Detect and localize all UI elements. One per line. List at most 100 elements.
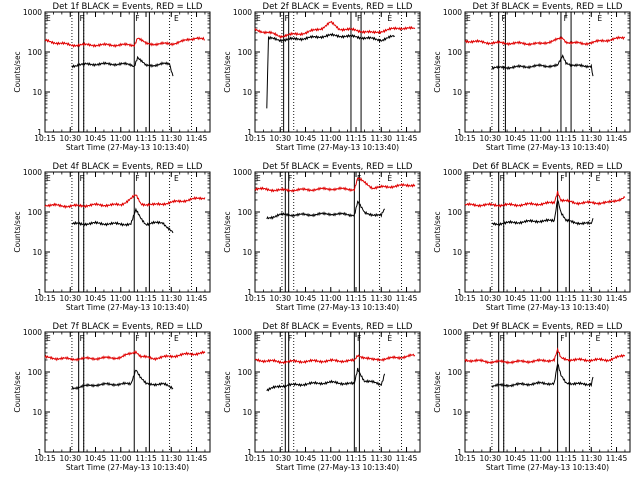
plot-frame — [464, 171, 631, 293]
y-tick-label: 100 — [448, 208, 463, 217]
detector-panel: Det 8f BLACK = Events, RED = LLD 1 10 100 10… — [223, 322, 421, 472]
x-tick-label: 11:15 — [345, 294, 367, 303]
region-label: F — [500, 334, 504, 343]
y-tick-label: 100 — [238, 368, 253, 377]
region-label: E — [466, 174, 471, 183]
panel-title: Det 4f BLACK = Events, RED = LLD — [53, 162, 203, 172]
y-tick-label: 10 — [452, 88, 462, 97]
x-tick-label: 10:30 — [269, 454, 291, 463]
detector-panel: Det 5f BLACK = Events, RED = LLD 1 10 100 10… — [223, 162, 421, 312]
x-tick-label: 11:00 — [320, 134, 342, 143]
region-label: E — [174, 334, 179, 343]
x-tick-label: 10:15 — [454, 134, 476, 143]
x-tick-label: 11:15 — [555, 454, 577, 463]
region-label: E — [256, 174, 261, 183]
x-tick-label: 11:45 — [396, 294, 418, 303]
events-series-line — [491, 54, 594, 77]
x-tick-label: 10:30 — [269, 134, 291, 143]
x-tick-label: 11:00 — [530, 454, 552, 463]
x-tick-label: 11:30 — [160, 294, 182, 303]
x-tick-label: 10:30 — [59, 294, 81, 303]
x-tick-label: 10:30 — [479, 294, 501, 303]
plot-frame — [464, 331, 631, 453]
x-tick-label: 11:30 — [370, 134, 392, 143]
x-tick-label: 11:30 — [370, 454, 392, 463]
y-tick-label: 10 — [452, 408, 462, 417]
x-axis-label: Start Time (27-May-13 10:13:40) — [66, 303, 189, 312]
region-label: F — [288, 174, 292, 183]
y-axis-label: Counts/sec — [223, 371, 232, 412]
y-axis-label: Counts/sec — [433, 51, 442, 92]
panel-title: Det 6f BLACK = Events, RED = LLD — [473, 162, 623, 172]
x-tick-label: 11:45 — [396, 454, 418, 463]
y-tick-label: 1 — [247, 128, 252, 137]
y-tick-label: 100 — [238, 208, 253, 217]
region-label: E — [387, 334, 392, 343]
panel-title: Det 8f BLACK = Events, RED = LLD — [263, 322, 413, 332]
detector-panel: Det 3f BLACK = Events, RED = LLD 1 10 100 10… — [433, 2, 631, 152]
region-label: F — [285, 14, 289, 23]
detector-panel: Det 1f BLACK = Events, RED = LLD 1 10 100 10… — [13, 2, 211, 152]
x-tick-label: 10:15 — [244, 454, 266, 463]
x-tick-label: 10:45 — [505, 454, 527, 463]
region-label: E — [174, 174, 179, 183]
x-tick-label: 11:00 — [320, 454, 342, 463]
events-series-line — [71, 207, 174, 234]
y-tick-label: 1 — [37, 448, 42, 457]
lld-series-line — [254, 177, 416, 193]
y-tick-label: 1 — [37, 288, 42, 297]
lld-series-line — [254, 353, 416, 365]
y-axis-label: Counts/sec — [223, 51, 232, 92]
y-tick-label: 1 — [457, 448, 462, 457]
x-tick-label: 11:15 — [135, 134, 157, 143]
x-tick-label: 10:45 — [505, 134, 527, 143]
x-axis-label: Start Time (27-May-13 10:13:40) — [486, 303, 609, 312]
y-tick-label: 100 — [448, 48, 463, 57]
x-axis-label: Start Time (27-May-13 10:13:40) — [66, 463, 189, 472]
region-label: E — [387, 14, 392, 23]
region-label: E — [256, 334, 261, 343]
x-tick-label: 10:30 — [479, 134, 501, 143]
y-axis-label: Counts/sec — [223, 211, 232, 252]
y-tick-label: 100 — [28, 208, 43, 217]
x-tick-label: 10:30 — [479, 454, 501, 463]
y-tick-label: 1000 — [443, 8, 462, 17]
x-tick-label: 11:45 — [186, 454, 208, 463]
y-tick-label: 1000 — [233, 8, 252, 17]
y-axis-label: Counts/sec — [433, 211, 442, 252]
x-tick-label: 11:30 — [580, 134, 602, 143]
x-tick-label: 11:45 — [606, 134, 628, 143]
region-label: F — [135, 14, 139, 23]
region-label: E — [46, 334, 51, 343]
y-tick-label: 1000 — [233, 328, 252, 337]
x-tick-label: 10:15 — [454, 294, 476, 303]
panel-title: Det 1f BLACK = Events, RED = LLD — [53, 2, 203, 12]
x-tick-label: 11:45 — [396, 134, 418, 143]
y-tick-label: 10 — [32, 408, 42, 417]
x-tick-label: 11:15 — [135, 454, 157, 463]
y-tick-label: 1000 — [233, 168, 252, 177]
panel-title: Det 5f BLACK = Events, RED = LLD — [263, 162, 413, 172]
plot-frame — [44, 171, 211, 293]
plot-frame — [44, 11, 211, 133]
x-tick-label: 11:45 — [186, 294, 208, 303]
lld-series-line — [464, 35, 626, 47]
panel-title: Det 2f BLACK = Events, RED = LLD — [263, 2, 413, 12]
y-tick-label: 1 — [247, 448, 252, 457]
y-tick-label: 10 — [32, 88, 42, 97]
x-tick-label: 10:15 — [34, 454, 56, 463]
x-tick-label: 11:00 — [110, 134, 132, 143]
x-tick-label: 10:15 — [454, 454, 476, 463]
x-tick-label: 10:30 — [59, 134, 81, 143]
y-tick-label: 1 — [457, 128, 462, 137]
region-label: E — [596, 174, 601, 183]
panel-title: Det 7f BLACK = Events, RED = LLD — [53, 322, 203, 332]
events-series-line — [266, 367, 386, 392]
x-tick-label: 11:15 — [555, 134, 577, 143]
x-tick-label: 11:30 — [580, 454, 602, 463]
x-axis-label: Start Time (27-May-13 10:13:40) — [276, 303, 399, 312]
detector-panel: Det 2f BLACK = Events, RED = LLD 1 10 100 10… — [223, 2, 421, 152]
lld-series-line — [254, 20, 416, 39]
x-tick-label: 10:30 — [269, 294, 291, 303]
